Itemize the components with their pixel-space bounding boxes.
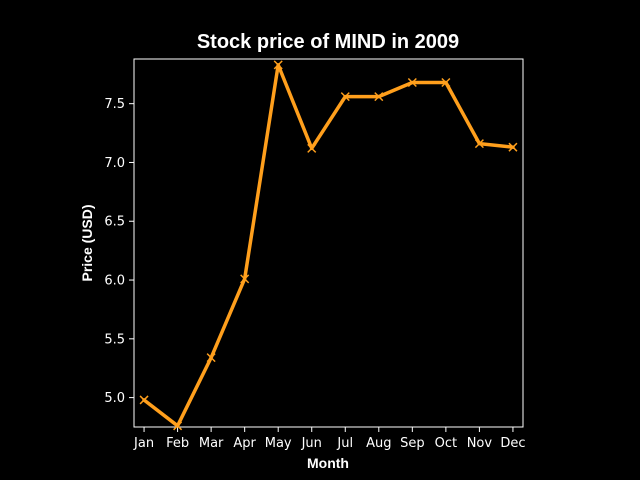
data-point-marker (240, 274, 250, 284)
y-tick-label: 5.0 (104, 391, 125, 406)
x-tick-label: Sep (400, 436, 425, 451)
x-tick-label: Jan (133, 436, 154, 451)
chart-title: Stock price of MIND in 2009 (197, 31, 459, 53)
x-tick-label: Apr (233, 436, 256, 451)
data-point-marker (206, 353, 216, 363)
data-point-marker (407, 77, 417, 88)
y-tick-label: 6.5 (104, 215, 125, 230)
data-point-marker (374, 92, 384, 102)
y-tick-label: 7.5 (104, 97, 125, 112)
series-line (142, 63, 515, 428)
x-tick-label: Nov (467, 436, 493, 451)
x-tick-label: Mar (199, 436, 224, 451)
data-point-marker (508, 142, 518, 152)
x-tick-label: Oct (435, 436, 457, 451)
x-axis-label: Month (307, 455, 349, 471)
data-point-marker (173, 421, 183, 431)
x-tick-label: Aug (366, 436, 391, 451)
x-tick-label: Jun (301, 436, 322, 451)
data-point-marker (441, 77, 451, 88)
data-point-marker (273, 60, 283, 70)
y-tick-label: 6.0 (104, 274, 125, 289)
x-tick-label: Jul (336, 436, 353, 451)
y-axis-label: Price (USD) (79, 204, 95, 281)
data-point-marker (340, 92, 350, 102)
y-tick-label: 7.0 (104, 156, 125, 171)
series-layer (139, 60, 518, 431)
data-point-marker (307, 143, 317, 153)
y-axis: 5.0 5.5 6.0 6.5 7.0 7.5 (104, 97, 134, 406)
data-point-marker (139, 395, 149, 405)
data-point-marker (474, 139, 484, 149)
x-tick-label: Feb (166, 436, 189, 451)
y-tick-label: 5.5 (104, 332, 125, 347)
x-axis: Jan Feb Mar Apr May Jun Jul Aug Sep Oct Nov Dec (133, 427, 526, 451)
x-tick-label: May (265, 436, 292, 451)
x-tick-label: Dec (500, 436, 525, 451)
